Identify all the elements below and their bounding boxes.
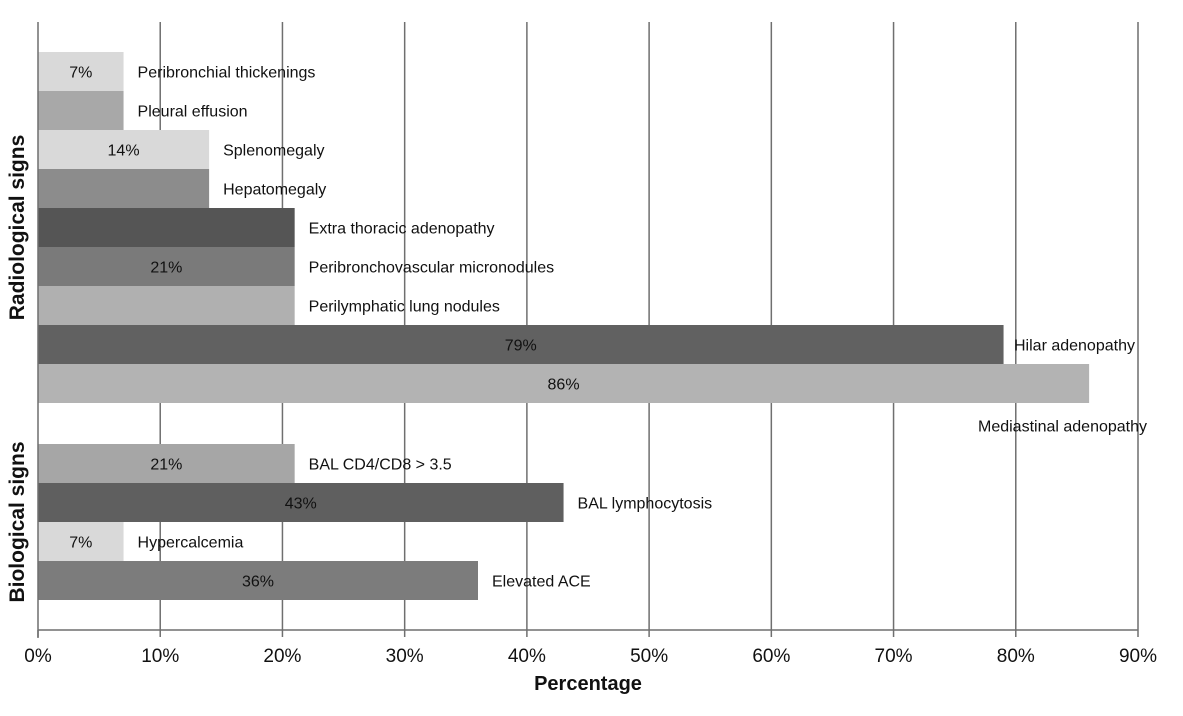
bar (38, 286, 295, 325)
bar-category-label: Peribronchovascular micronodules (309, 260, 554, 277)
bar-value-label: 43% (285, 496, 317, 513)
bar (38, 52, 124, 91)
x-axis-title: Percentage (534, 673, 642, 695)
bar-value-label: 14% (108, 143, 140, 160)
bar (38, 483, 564, 522)
bar-value-label: 7% (69, 65, 92, 82)
x-tick-label: 30% (386, 646, 424, 667)
group-title: Biological signs (6, 441, 29, 602)
bar-category-label: Perilymphatic lung nodules (309, 299, 500, 316)
bar-category-label: BAL CD4/CD8 > 3.5 (309, 457, 452, 474)
bar-value-label: 86% (548, 377, 580, 394)
group-title: Radiological signs (6, 135, 29, 321)
bar (38, 208, 295, 247)
bar-category-label: Peribronchial thickenings (138, 65, 316, 82)
bar (38, 130, 210, 169)
bar-value-label: 79% (505, 338, 537, 355)
x-tick-label: 40% (508, 646, 546, 667)
x-tick-label: 0% (24, 646, 52, 667)
axes: 0% 10% 20% 30% 40% 50% 60% 70% 80% 90% (24, 22, 1157, 667)
bars (38, 52, 1090, 600)
bar-category-label: Elevated ACE (492, 574, 591, 591)
bar-category-label: Splenomegaly (223, 143, 324, 160)
x-tick-label: 70% (875, 646, 913, 667)
bar-category-label: Hilar adenopathy (1014, 338, 1135, 355)
bar-category-label: Hepatomegaly (223, 182, 326, 199)
bar-value-label: 7% (69, 535, 92, 552)
x-tick-label: 80% (997, 646, 1035, 667)
bar-category-label: Pleural effusion (138, 104, 248, 121)
bar (38, 444, 295, 483)
bar-value-label: 36% (242, 574, 274, 591)
bar-category-label: Mediastinal adenopathy (978, 419, 1147, 436)
x-tick-label: 20% (263, 646, 301, 667)
x-tick-label: 10% (141, 646, 179, 667)
bar-category-label: Hypercalcemia (138, 535, 244, 552)
bar (38, 364, 1090, 403)
bar-category-label: BAL lymphocytosis (578, 496, 713, 513)
x-tick-label: 90% (1119, 646, 1157, 667)
bar (38, 169, 210, 208)
x-tick-label: 60% (752, 646, 790, 667)
bar (38, 561, 478, 600)
labels: 7% Peribronchial thickenings Pleural effus… (6, 65, 1147, 603)
bar-value-label: 21% (150, 260, 182, 277)
bar (38, 247, 295, 286)
x-tick-label: 50% (630, 646, 668, 667)
bar (38, 522, 124, 561)
bar (38, 91, 124, 130)
bar-category-label: Extra thoracic adenopathy (309, 221, 495, 238)
bar (38, 325, 1004, 364)
bar-value-label: 21% (150, 457, 182, 474)
